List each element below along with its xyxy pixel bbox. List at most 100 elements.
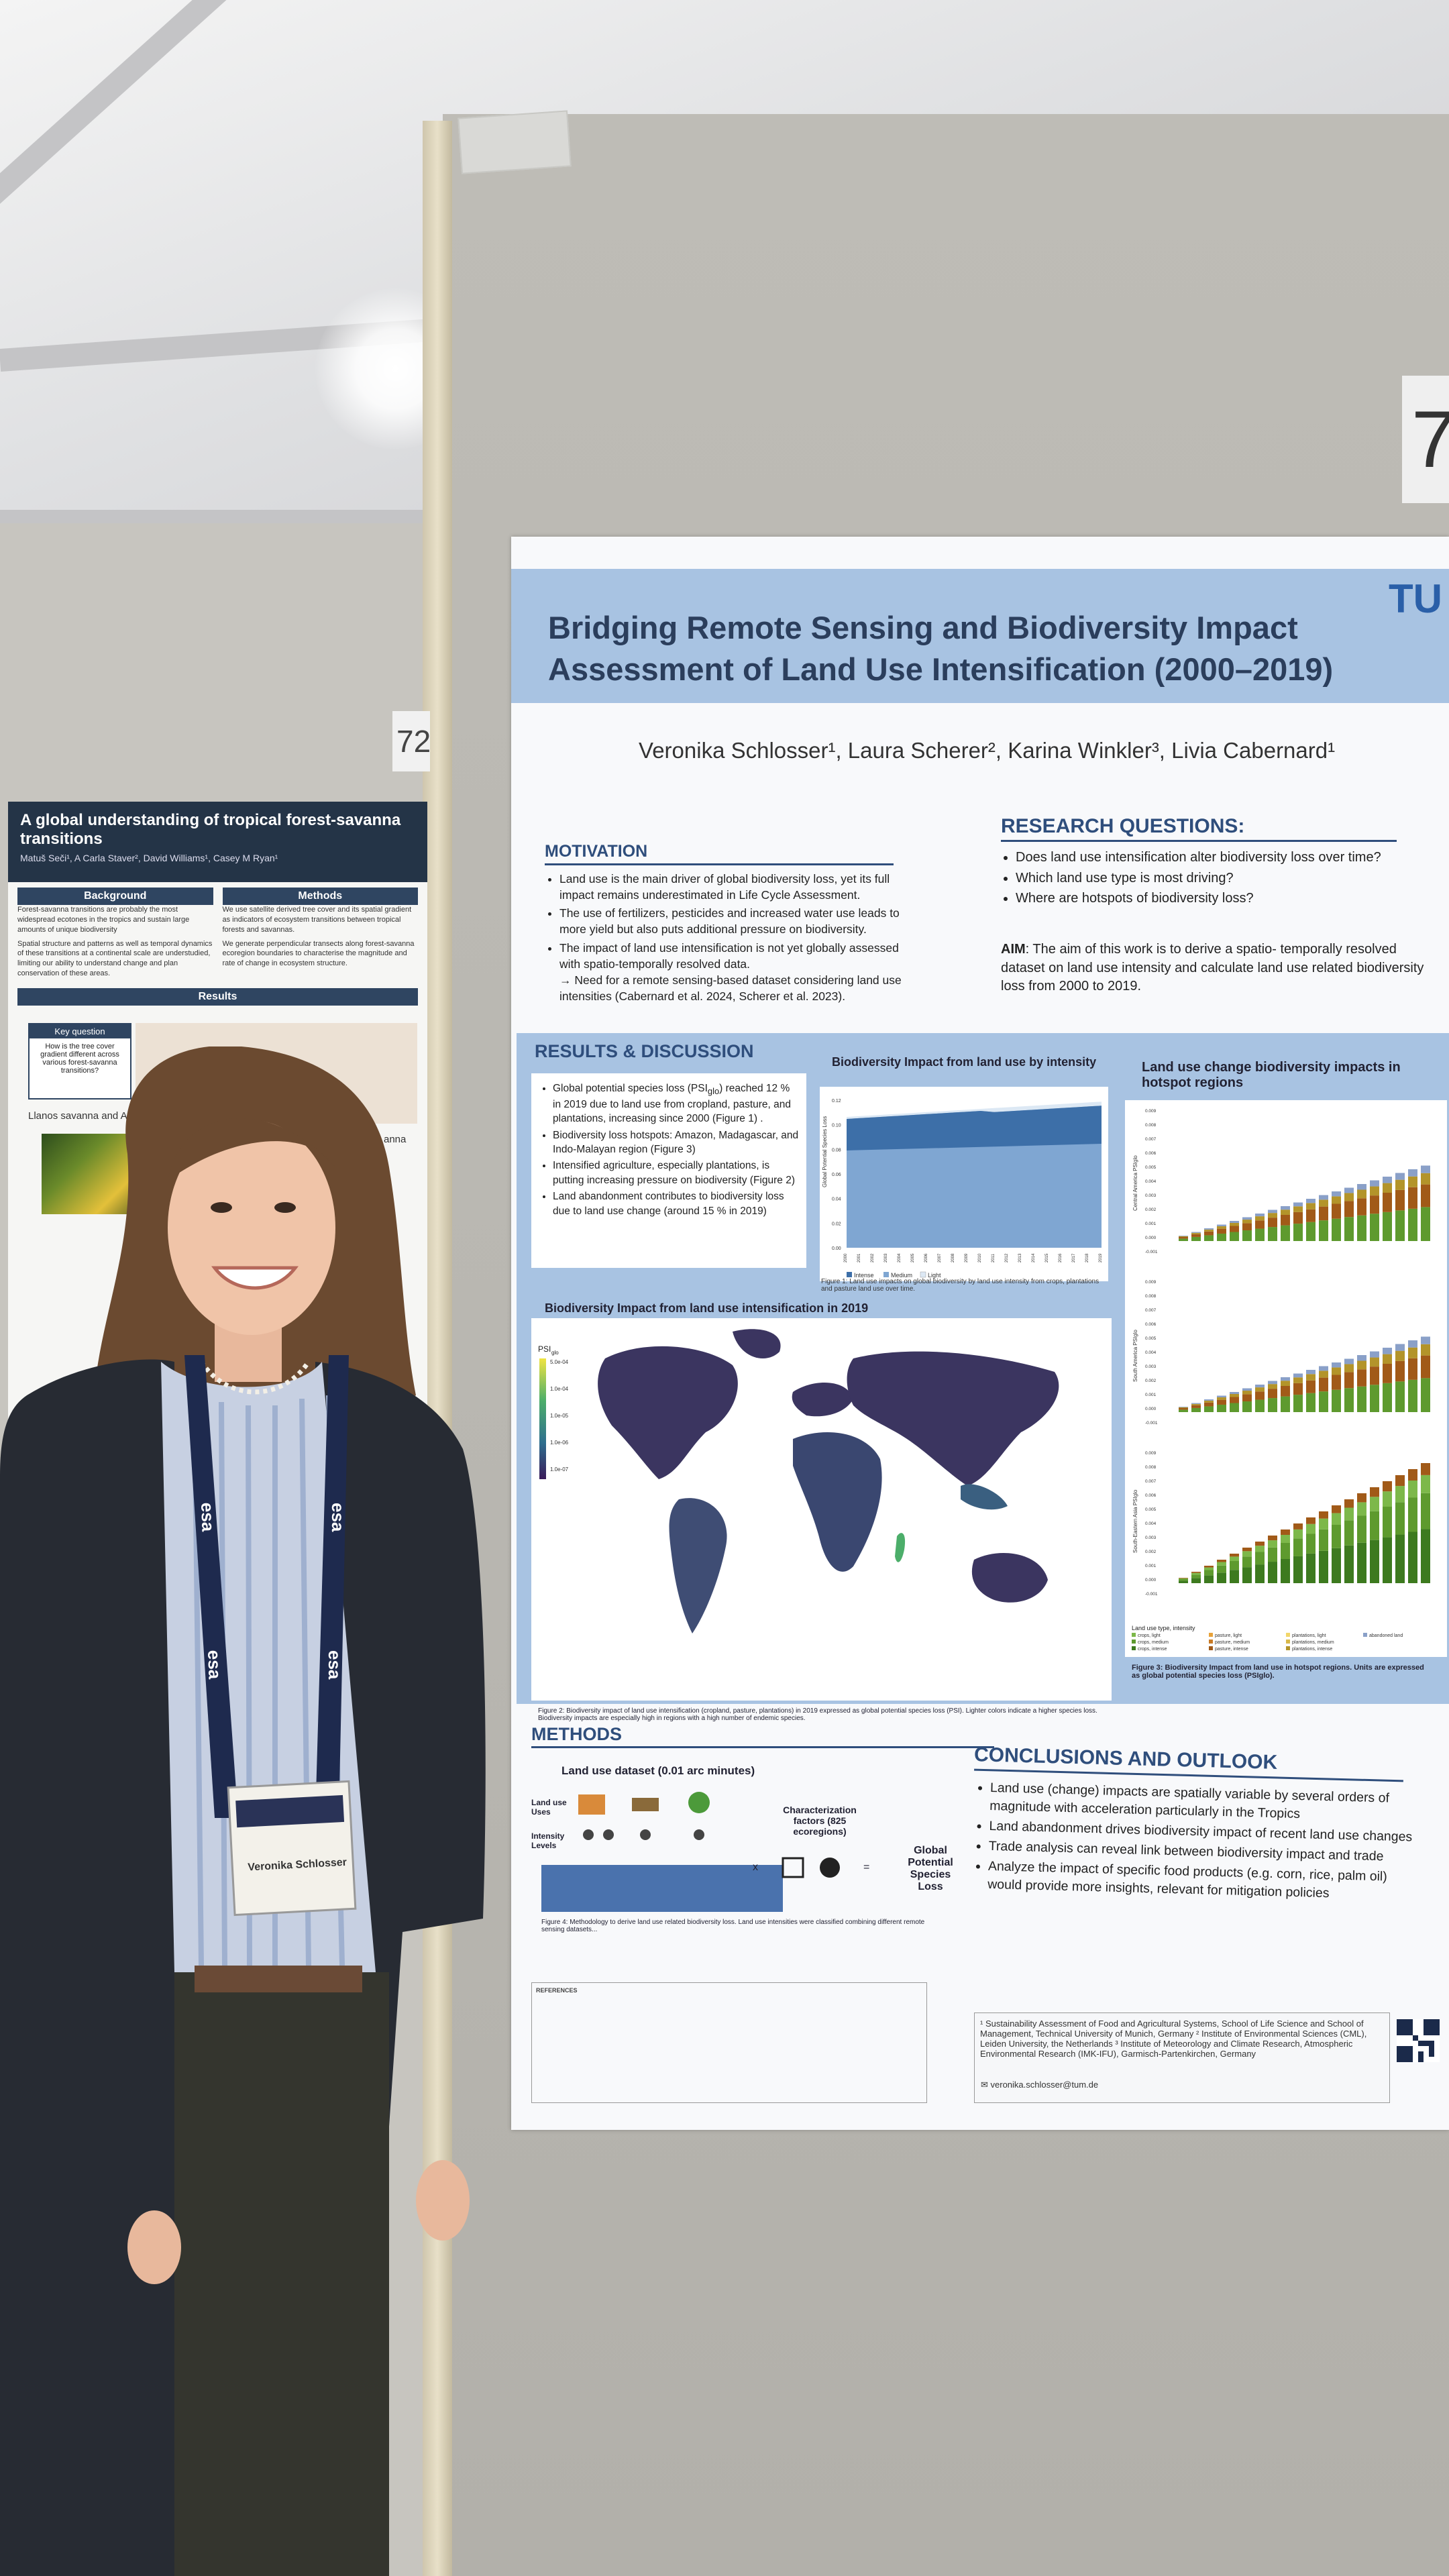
fig3-bar-segment xyxy=(1319,1206,1328,1221)
fig3-legend-swatch xyxy=(1286,1646,1290,1650)
methods-header: Methods xyxy=(222,888,418,905)
results-bullet: Global potential species loss (PSIglo) r… xyxy=(553,1081,800,1126)
fig3-bar-segment xyxy=(1319,1550,1328,1583)
fig3-bar-segment xyxy=(1383,1193,1392,1212)
qr-code[interactable] xyxy=(1397,2019,1440,2062)
fig3-bar-segment xyxy=(1306,1380,1316,1393)
fig3-bar-segment xyxy=(1281,1396,1290,1412)
fig3-legend-label: pasture, light xyxy=(1215,1633,1242,1638)
fig3-bar-segment xyxy=(1357,1198,1366,1216)
results-text: ) reached 12 % in 2019 due to land use f… xyxy=(553,1083,792,1125)
fig1-caption: Figure 1: Land use impacts on global bio… xyxy=(821,1278,1099,1293)
hair-front xyxy=(168,1118,335,1181)
fig3-bar-segment xyxy=(1370,1214,1379,1241)
fig3-bar-segment xyxy=(1255,1214,1265,1217)
conclusions-bullets: Land use (change) impacts are spatially … xyxy=(973,1778,1418,1907)
pasture-icon xyxy=(632,1798,659,1811)
fig3-bar-segment xyxy=(1383,1177,1392,1183)
fig3-bar-segment xyxy=(1344,1507,1354,1521)
university-logo: TU xyxy=(1389,576,1442,621)
fig3-bar-segment xyxy=(1332,1367,1341,1375)
fig3-bar-segment xyxy=(1242,1401,1252,1412)
fig3-legend-label: crops, light xyxy=(1138,1633,1161,1638)
fig3-bar-segment xyxy=(1242,1391,1252,1395)
fig3-bar-segment xyxy=(1357,1369,1366,1387)
fig1-xtick: 2016 xyxy=(1059,1253,1063,1263)
intensity-row-label: Intensity Levels xyxy=(531,1831,565,1850)
fig3-bar-segment xyxy=(1395,1189,1405,1211)
fig1-xtick: 2007 xyxy=(938,1253,942,1263)
fig1-yticks: 0.12 0.10 0.08 0.06 0.04 0.02 0.00 xyxy=(832,1099,841,1251)
fig3-caption: Figure 3: Biodiversity Impact from land … xyxy=(1132,1664,1424,1680)
fig3-bar-segment xyxy=(1395,1173,1405,1180)
fig3-bar-segment xyxy=(1344,1187,1354,1193)
globe-icon xyxy=(820,1858,840,1878)
motivation-bullet: The impact of land use intensification i… xyxy=(559,940,920,1005)
fig1-xtick: 2006 xyxy=(924,1253,928,1263)
fig3-ytick: -0.001 xyxy=(1145,1592,1158,1597)
results-bullets: Global potential species loss (PSIglo) r… xyxy=(538,1081,800,1220)
aim-label: AIM xyxy=(1001,942,1026,957)
fig3-ytick: 0.000 xyxy=(1145,1578,1157,1582)
fig1-xticks: 2000 2001 2002 2003 2004 2005 2006 2007 2008 2009… xyxy=(844,1253,1103,1263)
fig3-bar-segment xyxy=(1395,1350,1405,1361)
fig3-bar-segment xyxy=(1357,1189,1366,1199)
fig1-ytick: 0.04 xyxy=(832,1197,841,1202)
fig3-bar-segment xyxy=(1268,1213,1277,1218)
fig3-bar-segment xyxy=(1357,1502,1366,1516)
fig3-bar-segment xyxy=(1191,1403,1201,1405)
fig3-ytick: 0.002 xyxy=(1145,1208,1157,1212)
fig1-legend: Intense Medium Light xyxy=(847,1271,941,1279)
fig3-bar-segment xyxy=(1370,1511,1379,1540)
fig3-ytick: 0.004 xyxy=(1145,1179,1157,1184)
psi-legend-tick: 1.0e-06 xyxy=(550,1440,569,1446)
results-bullets-box: Global potential species loss (PSIglo) r… xyxy=(531,1073,806,1268)
fig3-bar-segment xyxy=(1357,1542,1366,1583)
fig3-bar-segment xyxy=(1204,1575,1214,1583)
fig3-bar-segment xyxy=(1217,1572,1226,1583)
fig3-ytick: 0.009 xyxy=(1145,1280,1157,1285)
fig3-bar-segment xyxy=(1255,1228,1265,1241)
dataset-label: Land use dataset (0.01 arc minutes) xyxy=(561,1764,755,1777)
fig3-bar-segment xyxy=(1242,1223,1252,1231)
fig3-bar-segment xyxy=(1306,1393,1316,1412)
fig3-bar-segment xyxy=(1408,1379,1417,1412)
section-underline xyxy=(1001,840,1397,842)
fig3-bar-segment xyxy=(1281,1210,1290,1215)
asia-shape xyxy=(847,1351,1059,1486)
tractor-icon xyxy=(583,1829,594,1840)
fig3-ytick: 0.001 xyxy=(1145,1564,1157,1568)
indo-malaya-shape xyxy=(961,1484,1008,1510)
lanyard-logo: esa xyxy=(204,1650,225,1680)
fig3-bar-segment xyxy=(1319,1529,1328,1551)
trousers xyxy=(174,1972,389,2576)
fig3-bar-segment xyxy=(1319,1391,1328,1412)
psi-legend-ticks: 5.0e-04 1.0e-04 1.0e-05 1.0e-06 1.0e-07 xyxy=(550,1359,569,1472)
fig3-bar-segment xyxy=(1421,1344,1430,1356)
fig3-bar-segment xyxy=(1383,1383,1392,1412)
fig3-bar-segment xyxy=(1255,1564,1265,1583)
poster-title: Bridging Remote Sensing and Biodiversity… xyxy=(548,610,1298,645)
fig3-bar-segment xyxy=(1370,1195,1379,1214)
legend-swatch-medium xyxy=(883,1272,889,1277)
results-sub: glo xyxy=(707,1086,720,1097)
fig3-bar-segment xyxy=(1395,1210,1405,1241)
motivation-bullet: The use of fertilizers, pesticides and i… xyxy=(559,905,920,937)
intensity-table xyxy=(541,1865,783,1912)
fig1-ytick: 0.02 xyxy=(832,1222,841,1226)
fig3-bar-segment xyxy=(1408,1187,1417,1209)
ceiling-beam xyxy=(0,510,443,523)
fig3-legend-label: plantations, medium xyxy=(1292,1640,1334,1645)
motivation-bullet-text: The impact of land use intensification i… xyxy=(559,941,899,971)
fig3-bar-segment xyxy=(1230,1221,1239,1223)
fig3-bar-segment xyxy=(1268,1398,1277,1412)
fig3-bar-segment xyxy=(1395,1486,1405,1503)
fig3-box: Central America PSIglo 0.009 0.008 0.007 0.0… xyxy=(1125,1100,1447,1657)
fig3-ytick: 0.006 xyxy=(1145,1151,1157,1156)
continents xyxy=(598,1329,1059,1633)
fig3-bar-segment xyxy=(1191,1572,1201,1575)
left-poster-authors: Matuš Seči¹, A Carla Staver², David Will… xyxy=(20,853,278,863)
fig3-bar-segment xyxy=(1217,1395,1226,1397)
left-poster-title: A global understanding of tropical fores… xyxy=(20,811,401,848)
fig3-bar-segment xyxy=(1306,1517,1316,1524)
